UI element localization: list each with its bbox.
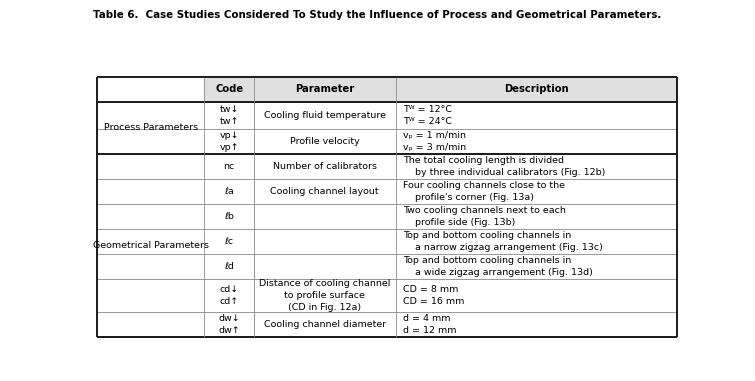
Text: Profile velocity: Profile velocity — [290, 137, 359, 146]
Text: Two cooling channels next to each
    profile side (Fig. 13b): Two cooling channels next to each profil… — [402, 206, 565, 227]
Text: vp↓
vp↑: vp↓ vp↑ — [219, 131, 239, 152]
Text: Tᵂ = 12°C
Tᵂ = 24°C: Tᵂ = 12°C Tᵂ = 24°C — [402, 105, 451, 126]
Text: nc: nc — [223, 162, 235, 171]
Text: tw↓
tw↑: tw↓ tw↑ — [220, 105, 239, 126]
Text: CD = 8 mm
CD = 16 mm: CD = 8 mm CD = 16 mm — [402, 285, 464, 306]
Text: ℓa: ℓa — [224, 187, 234, 196]
Text: Parameter: Parameter — [295, 84, 354, 94]
Bar — [205, 77, 254, 102]
Text: Number of calibrators: Number of calibrators — [273, 162, 377, 171]
Text: d = 4 mm
d = 12 mm: d = 4 mm d = 12 mm — [402, 314, 456, 335]
Bar — [254, 77, 396, 102]
Text: Code: Code — [215, 84, 243, 94]
Text: ℓb: ℓb — [224, 212, 234, 221]
Text: vₚ = 1 m/min
vₚ = 3 m/min: vₚ = 1 m/min vₚ = 3 m/min — [402, 131, 466, 152]
Bar — [97, 77, 205, 102]
Text: Top and bottom cooling channels in
    a narrow zigzag arrangement (Fig. 13c): Top and bottom cooling channels in a nar… — [402, 231, 602, 252]
Text: Process Parameters: Process Parameters — [104, 123, 198, 132]
Text: Cooling channel diameter: Cooling channel diameter — [263, 320, 386, 329]
Text: ℓd: ℓd — [224, 262, 234, 271]
Text: ℓc: ℓc — [224, 237, 233, 246]
Text: Four cooling channels close to the
    profile's corner (Fig. 13a): Four cooling channels close to the profi… — [402, 181, 565, 202]
Text: Cooling fluid temperature: Cooling fluid temperature — [263, 110, 386, 120]
Text: Geometrical Parameters: Geometrical Parameters — [93, 241, 209, 250]
Text: Cooling channel layout: Cooling channel layout — [270, 187, 379, 196]
Text: Table 6.  Case Studies Considered To Study the Influence of Process and Geometri: Table 6. Case Studies Considered To Stud… — [94, 10, 661, 19]
Bar — [396, 77, 676, 102]
Text: Description: Description — [504, 84, 569, 94]
Text: dw↓
dw↑: dw↓ dw↑ — [218, 314, 240, 335]
Text: The total cooling length is divided
    by three individual calibrators (Fig. 12: The total cooling length is divided by t… — [402, 156, 605, 177]
Text: Distance of cooling channel
to profile surface
(CD in Fig. 12a): Distance of cooling channel to profile s… — [259, 279, 390, 312]
Text: Top and bottom cooling channels in
    a wide zigzag arrangement (Fig. 13d): Top and bottom cooling channels in a wid… — [402, 256, 593, 277]
Text: cd↓
cd↑: cd↓ cd↑ — [220, 285, 239, 306]
